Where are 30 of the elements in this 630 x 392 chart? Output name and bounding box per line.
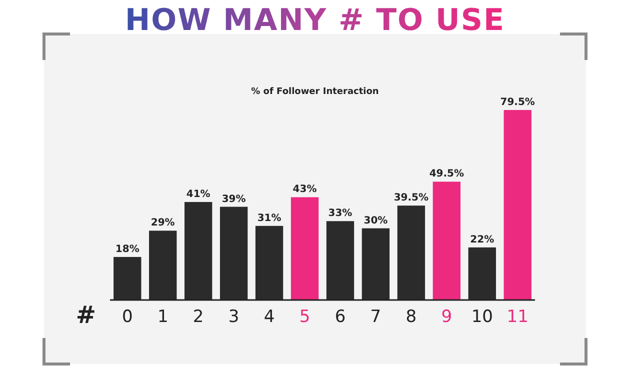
- bar: [290, 197, 319, 300]
- data-label: 30%: [364, 215, 388, 226]
- x-tick-label: 2: [192, 307, 204, 327]
- data-label: 79.5%: [500, 97, 535, 108]
- data-label: 29%: [150, 218, 175, 229]
- x-tick-label: 7: [370, 307, 382, 327]
- data-label: 39.5%: [394, 192, 429, 204]
- data-label: 41%: [186, 189, 210, 200]
- x-tick-label: 4: [264, 307, 275, 327]
- x-tick-label: 5: [299, 307, 310, 327]
- chart-subtitle: % of Follower Interaction: [251, 87, 379, 97]
- x-tick-label: 6: [334, 307, 346, 327]
- x-tick-label: 0: [122, 307, 133, 327]
- x-tick-label: 3: [228, 307, 240, 327]
- data-label: 39%: [222, 194, 246, 205]
- data-label: 33%: [328, 208, 352, 220]
- x-tick-label: 9: [441, 307, 452, 327]
- data-label: 31%: [257, 212, 282, 224]
- x-tick-label: 8: [406, 307, 417, 327]
- x-tick-label: 10: [471, 307, 493, 327]
- data-label: 49.5%: [429, 168, 464, 180]
- data-label: 22%: [470, 234, 494, 246]
- data-label: 18%: [115, 244, 140, 255]
- x-tick-label: 11: [506, 307, 528, 327]
- chart-title: HOW MANY # TO USE: [125, 3, 505, 38]
- data-label: 43%: [292, 184, 317, 196]
- bar: [504, 110, 532, 300]
- bar: [432, 182, 460, 300]
- x-axis-title: #: [76, 301, 96, 329]
- x-tick-label: 1: [157, 307, 168, 327]
